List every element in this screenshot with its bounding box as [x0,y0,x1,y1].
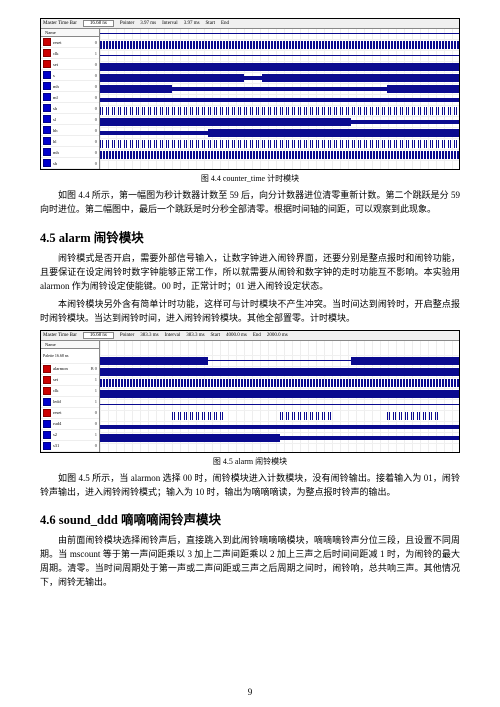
wave1-ptr-label: Pointer [120,21,134,26]
wave1-end-label: End [221,21,229,26]
wave1-start-label: Start [206,21,215,26]
wave2-ptr-val: 383.3 ms [140,333,158,338]
waveform-alarm: Master Time Bar 16.68 ns Pointer 383.3 m… [40,330,460,453]
wave1-left-header: Name [41,29,99,37]
wave2-int-label: Interval [165,333,181,338]
wave1-mtb-label: Master Time Bar [43,21,77,26]
heading-4-6: 4.6 sound_ddd 嘀嘀嘀闹铃声模块 [40,509,460,528]
caption-4-4: 图 4.4 counter_time 计时模块 [40,173,460,184]
para-4-4: 如图 4.4 所示，第一幅图为秒计数器计数至 59 后，向分计数器进位清零重新计… [40,189,460,217]
para-4-5a: 闹铃模式是否开启，需要外部信号输入，让数字钟进入闹铃界面，还要分别是整点报时和闹… [40,252,460,294]
wave1-int-label: Interval [162,21,178,26]
page-number: 9 [0,687,500,697]
wave1-mtb-val: 16.68 ns [83,20,114,27]
wave1-int-val: 3.97 ms [184,21,200,26]
wave2-pal: Palette 16.68 ns [43,354,68,358]
wave2-mtb-val: 16.68 ns [83,332,114,339]
wave1-header: Master Time Bar 16.68 ns Pointer 3.97 ms… [41,19,459,29]
wave2-start-val: 4000.0 ms [226,333,247,338]
wave1-ptr-val: 3.97 ms [140,21,156,26]
para-4-5c: 如图 4.5 所示，当 alarmon 选择 00 时，闹铃模块进入计数模块，没… [40,472,460,500]
wave2-end-label: End [253,333,261,338]
waveform-counter-time: Master Time Bar 16.68 ns Pointer 3.97 ms… [40,18,460,170]
wave2-int-val: 383.3 ms [186,333,204,338]
para-4-6: 由前面闹铃模块选择闹铃声后，直接跳入到此闹铃嘀嘀嘀模块，嘀嘀嘀铃声分位三段，且设… [40,534,460,590]
wave2-ptr-label: Pointer [120,333,134,338]
wave2-left-header: Name [41,341,99,349]
wave2-header: Master Time Bar 16.68 ns Pointer 383.3 m… [41,331,459,341]
wave2-end-val: 2000.0 ms [267,333,288,338]
heading-4-5: 4.5 alarm 闹铃模块 [40,227,460,246]
wave2-mtb-label: Master Time Bar [43,333,77,338]
para-4-5b: 本闹铃模块另外含有简单计时功能，这样可与计时模块不产生冲突。当时间达到闹铃时，开… [40,298,460,326]
caption-4-5: 图 4.5 alarm 闹铃模块 [40,456,460,467]
wave2-start-label: Start [211,333,220,338]
